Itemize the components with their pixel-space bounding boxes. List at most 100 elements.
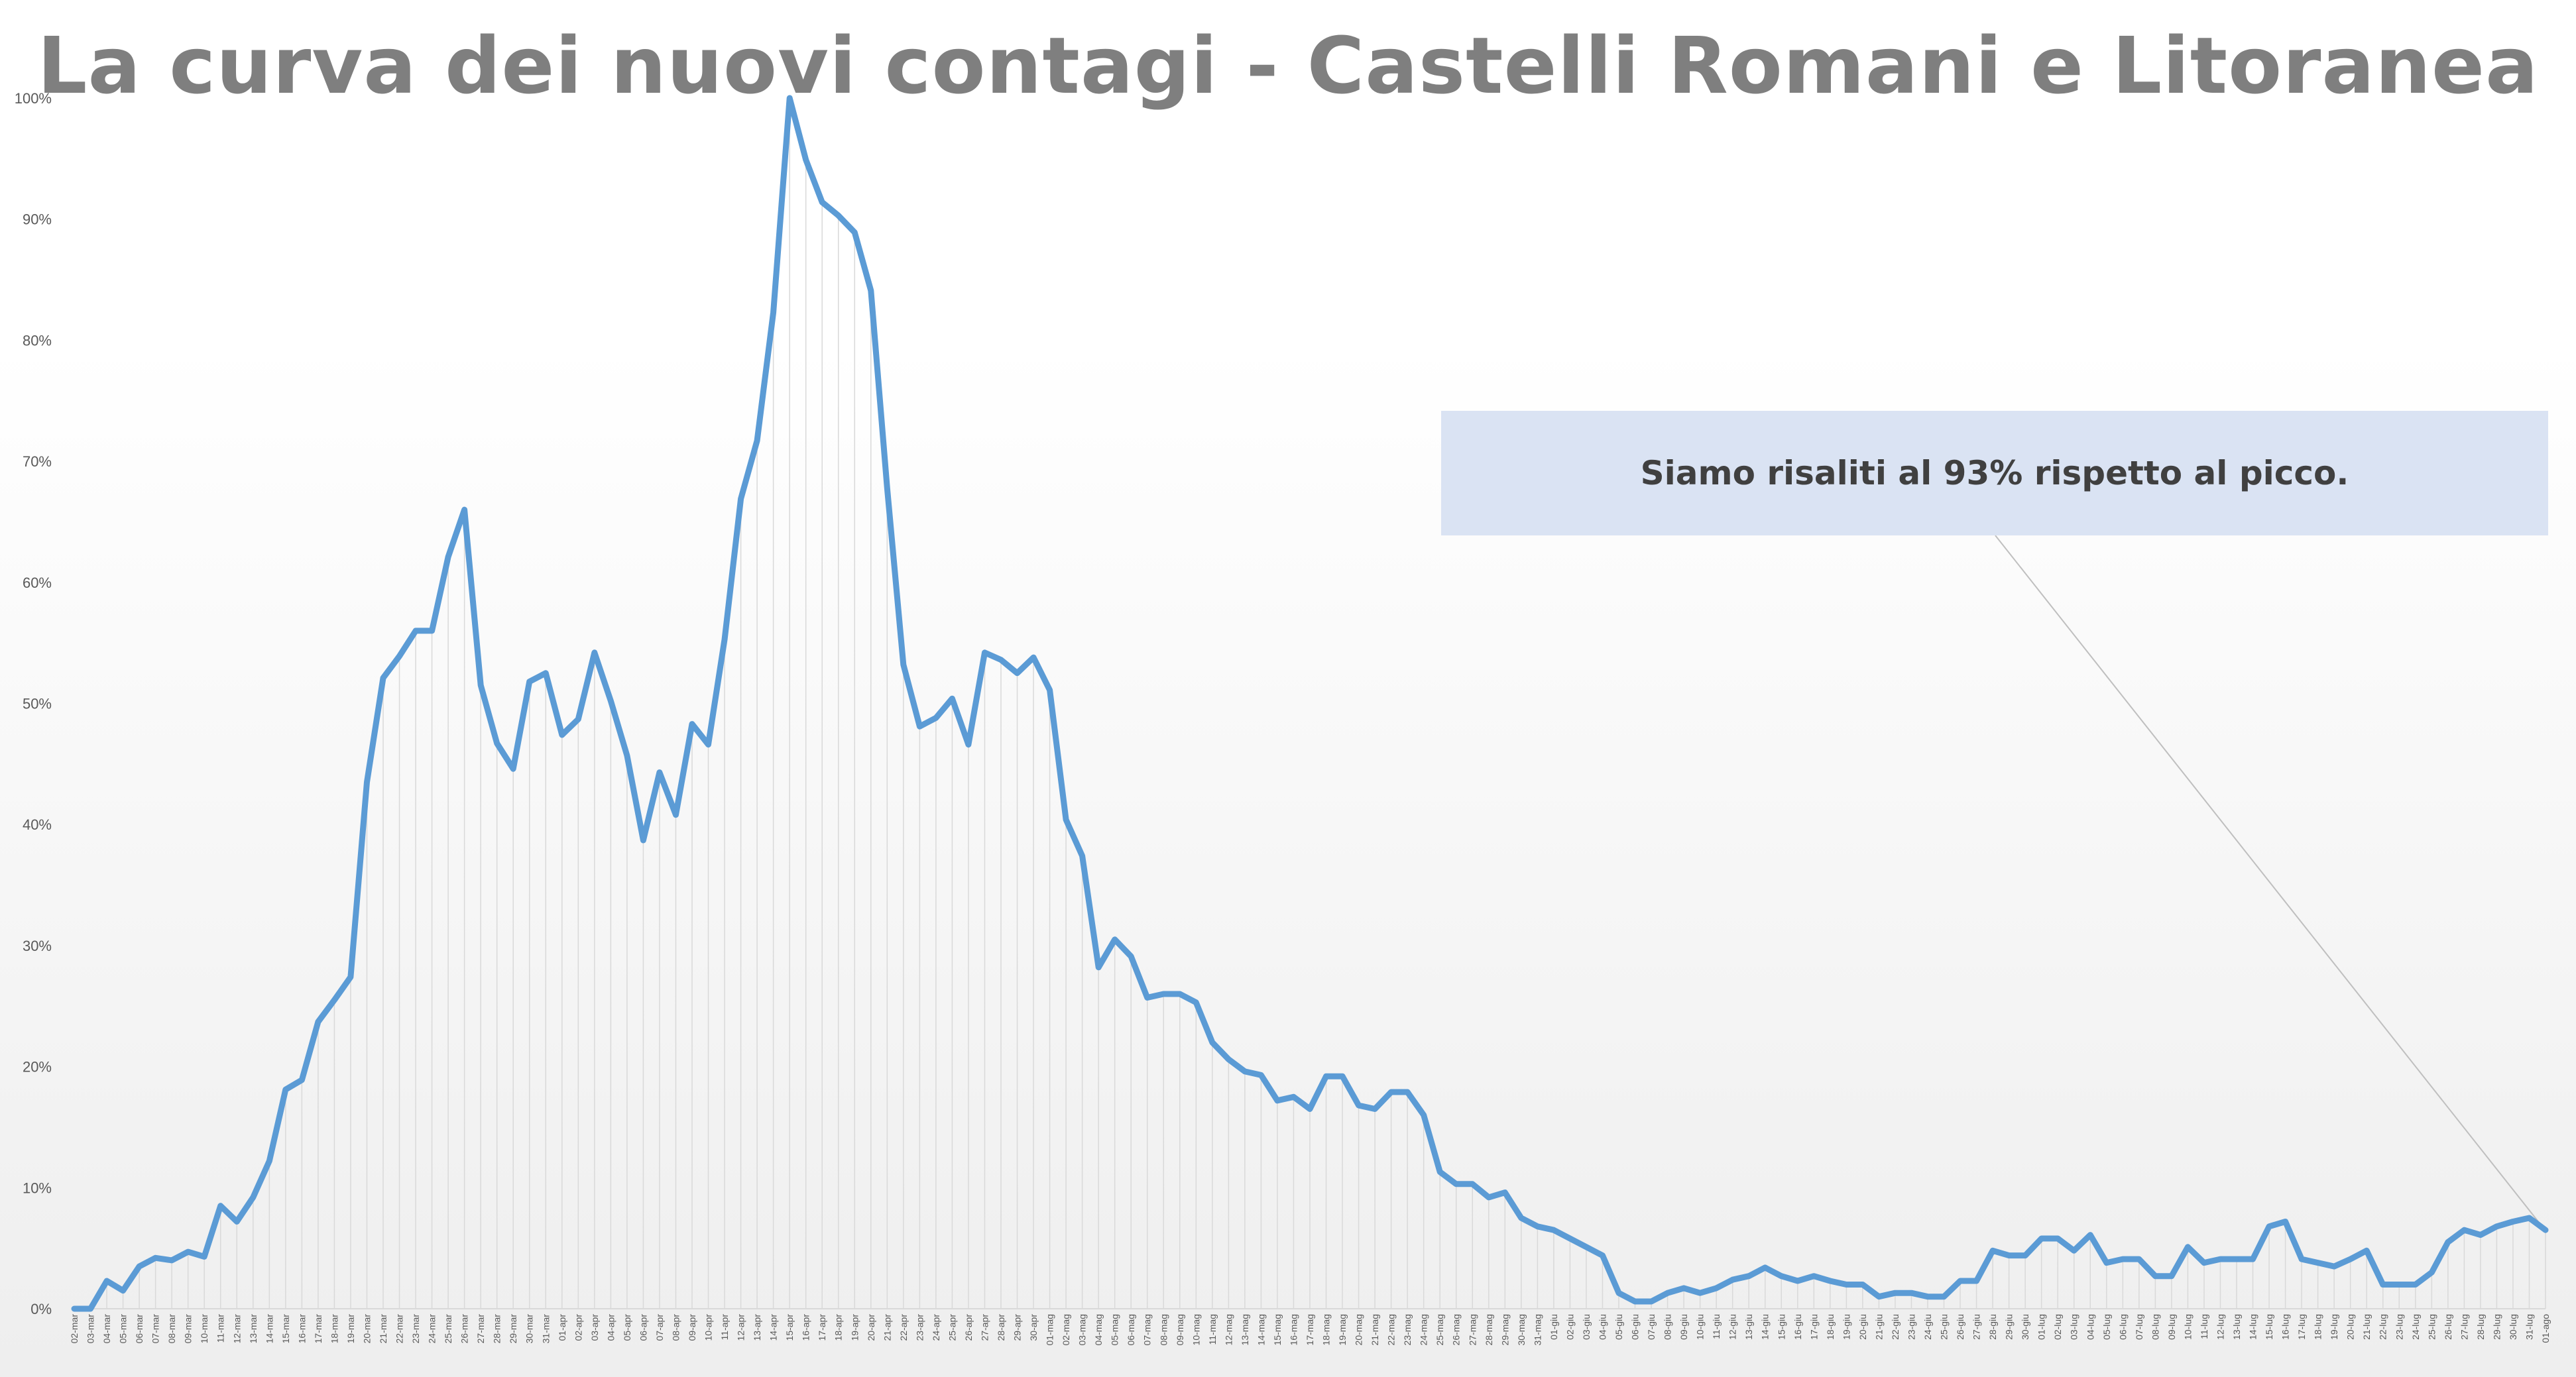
data-point <box>1210 1040 1214 1045</box>
data-point <box>511 767 516 771</box>
data-point <box>673 812 678 817</box>
data-point <box>641 838 646 842</box>
x-tick-label: 03-lug <box>2069 1314 2079 1340</box>
data-point <box>1909 1291 1914 1295</box>
chart-title: La curva dei nuovi contagi - Castelli Ro… <box>37 20 2539 111</box>
x-tick-label: 11-mar <box>215 1314 226 1343</box>
data-point <box>1974 1278 1979 1283</box>
data-point <box>544 671 548 675</box>
x-tick-label: 22-mar <box>394 1314 405 1344</box>
data-point <box>901 663 906 667</box>
x-tick-label: 08-lug <box>2150 1314 2160 1340</box>
data-point <box>1177 991 1182 996</box>
x-tick-label: 03-giu <box>1581 1314 1592 1340</box>
x-tick-label: 09-mar <box>183 1314 194 1344</box>
x-tick-label: 09-giu <box>1678 1314 1689 1340</box>
data-point <box>1096 965 1101 969</box>
x-tick-label: 07-mag <box>1142 1314 1153 1345</box>
data-point <box>1779 1274 1784 1278</box>
data-point <box>1860 1282 1865 1287</box>
data-point <box>755 439 760 443</box>
x-tick-label: 02-apr <box>573 1314 583 1341</box>
x-tick-label: 01-lug <box>2036 1314 2047 1340</box>
x-tick-label: 11-giu <box>1711 1314 1722 1339</box>
data-point <box>1080 854 1084 858</box>
x-tick-label: 19-mar <box>345 1314 356 1344</box>
data-point <box>153 1256 158 1260</box>
x-tick-label: 25-mar <box>443 1314 453 1344</box>
x-tick-label: 22-mag <box>1386 1314 1397 1345</box>
data-point <box>365 780 369 785</box>
x-tick-label: 21-mag <box>1370 1314 1380 1345</box>
data-point <box>1600 1253 1605 1258</box>
x-tick-label: 11-lug <box>2199 1314 2209 1339</box>
data-point <box>462 508 467 512</box>
x-tick-label: 06-mar <box>134 1314 145 1344</box>
x-tick-label: 27-mag <box>1467 1314 1478 1345</box>
data-point <box>2201 1260 2206 1265</box>
x-tick-label: 15-lug <box>2264 1314 2274 1340</box>
x-tick-label: 17-lug <box>2296 1314 2307 1340</box>
data-point <box>803 158 808 162</box>
x-axis: 02-mar 03-mar 04-mar 05-mar 06-mar 07-mar 08-m… <box>69 1308 2551 1345</box>
data-point <box>2153 1274 2158 1278</box>
data-point <box>868 288 873 293</box>
x-tick-label: 10-mar <box>199 1314 209 1344</box>
x-tick-label: 17-mar <box>313 1314 323 1344</box>
data-point <box>1194 1000 1199 1005</box>
data-point <box>690 722 694 726</box>
data-point <box>1340 1074 1345 1079</box>
data-point <box>2218 1257 2223 1262</box>
x-tick-label: 24-lug <box>2410 1314 2421 1340</box>
data-point <box>121 1288 125 1293</box>
data-point <box>592 650 597 655</box>
data-point <box>72 1307 76 1311</box>
x-tick-label: 06-apr <box>638 1314 648 1341</box>
data-point <box>738 496 743 501</box>
data-point <box>1633 1299 1637 1304</box>
x-tick-label: 16-apr <box>801 1314 811 1341</box>
data-point <box>950 696 955 701</box>
x-tick-label: 08-mag <box>1158 1314 1169 1345</box>
x-tick-label: 23-mag <box>1402 1314 1413 1345</box>
x-tick-label: 05-giu <box>1613 1314 1624 1340</box>
data-point <box>999 657 1003 662</box>
data-point <box>1795 1278 1800 1283</box>
x-tick-label: 04-mag <box>1093 1314 1104 1345</box>
x-tick-label: 04-mar <box>101 1314 112 1344</box>
x-tick-label: 06-mag <box>1126 1314 1136 1345</box>
data-point <box>624 753 629 758</box>
data-point <box>933 716 938 720</box>
x-tick-label: 27-giu <box>1971 1314 1982 1340</box>
data-point <box>2300 1257 2304 1262</box>
x-tick-label: 22-giu <box>1890 1314 1901 1340</box>
data-point <box>1503 1190 1507 1195</box>
data-point <box>2430 1270 2434 1275</box>
y-tick-label: 10% <box>23 1180 52 1196</box>
x-tick-label: 18-apr <box>833 1314 844 1341</box>
y-tick-label: 40% <box>23 816 52 833</box>
data-point <box>495 741 499 745</box>
x-tick-label: 10-apr <box>703 1314 714 1341</box>
data-point <box>202 1254 207 1259</box>
x-tick-label: 29-giu <box>2004 1314 2015 1340</box>
x-tick-label: 17-apr <box>817 1314 827 1341</box>
x-tick-label: 08-apr <box>670 1314 681 1341</box>
data-point <box>820 200 825 205</box>
data-point <box>1047 688 1052 692</box>
data-point <box>771 310 776 315</box>
x-tick-label: 25-giu <box>1939 1314 1950 1340</box>
x-tick-label: 11-apr <box>719 1314 730 1341</box>
data-point <box>2137 1257 2141 1262</box>
x-tick-label: 26-giu <box>1955 1314 1965 1340</box>
x-tick-label: 02-lug <box>2052 1314 2063 1340</box>
x-tick-label: 20-lug <box>2345 1314 2356 1340</box>
data-point <box>2283 1219 2288 1224</box>
x-tick-label: 01-apr <box>557 1314 567 1341</box>
x-tick-label: 21-lug <box>2361 1314 2372 1340</box>
data-point <box>1682 1286 1686 1290</box>
data-point <box>251 1195 255 1199</box>
data-point <box>1405 1089 1410 1094</box>
x-tick-label: 04-apr <box>605 1314 616 1341</box>
x-tick-label: 29-mar <box>508 1314 518 1344</box>
